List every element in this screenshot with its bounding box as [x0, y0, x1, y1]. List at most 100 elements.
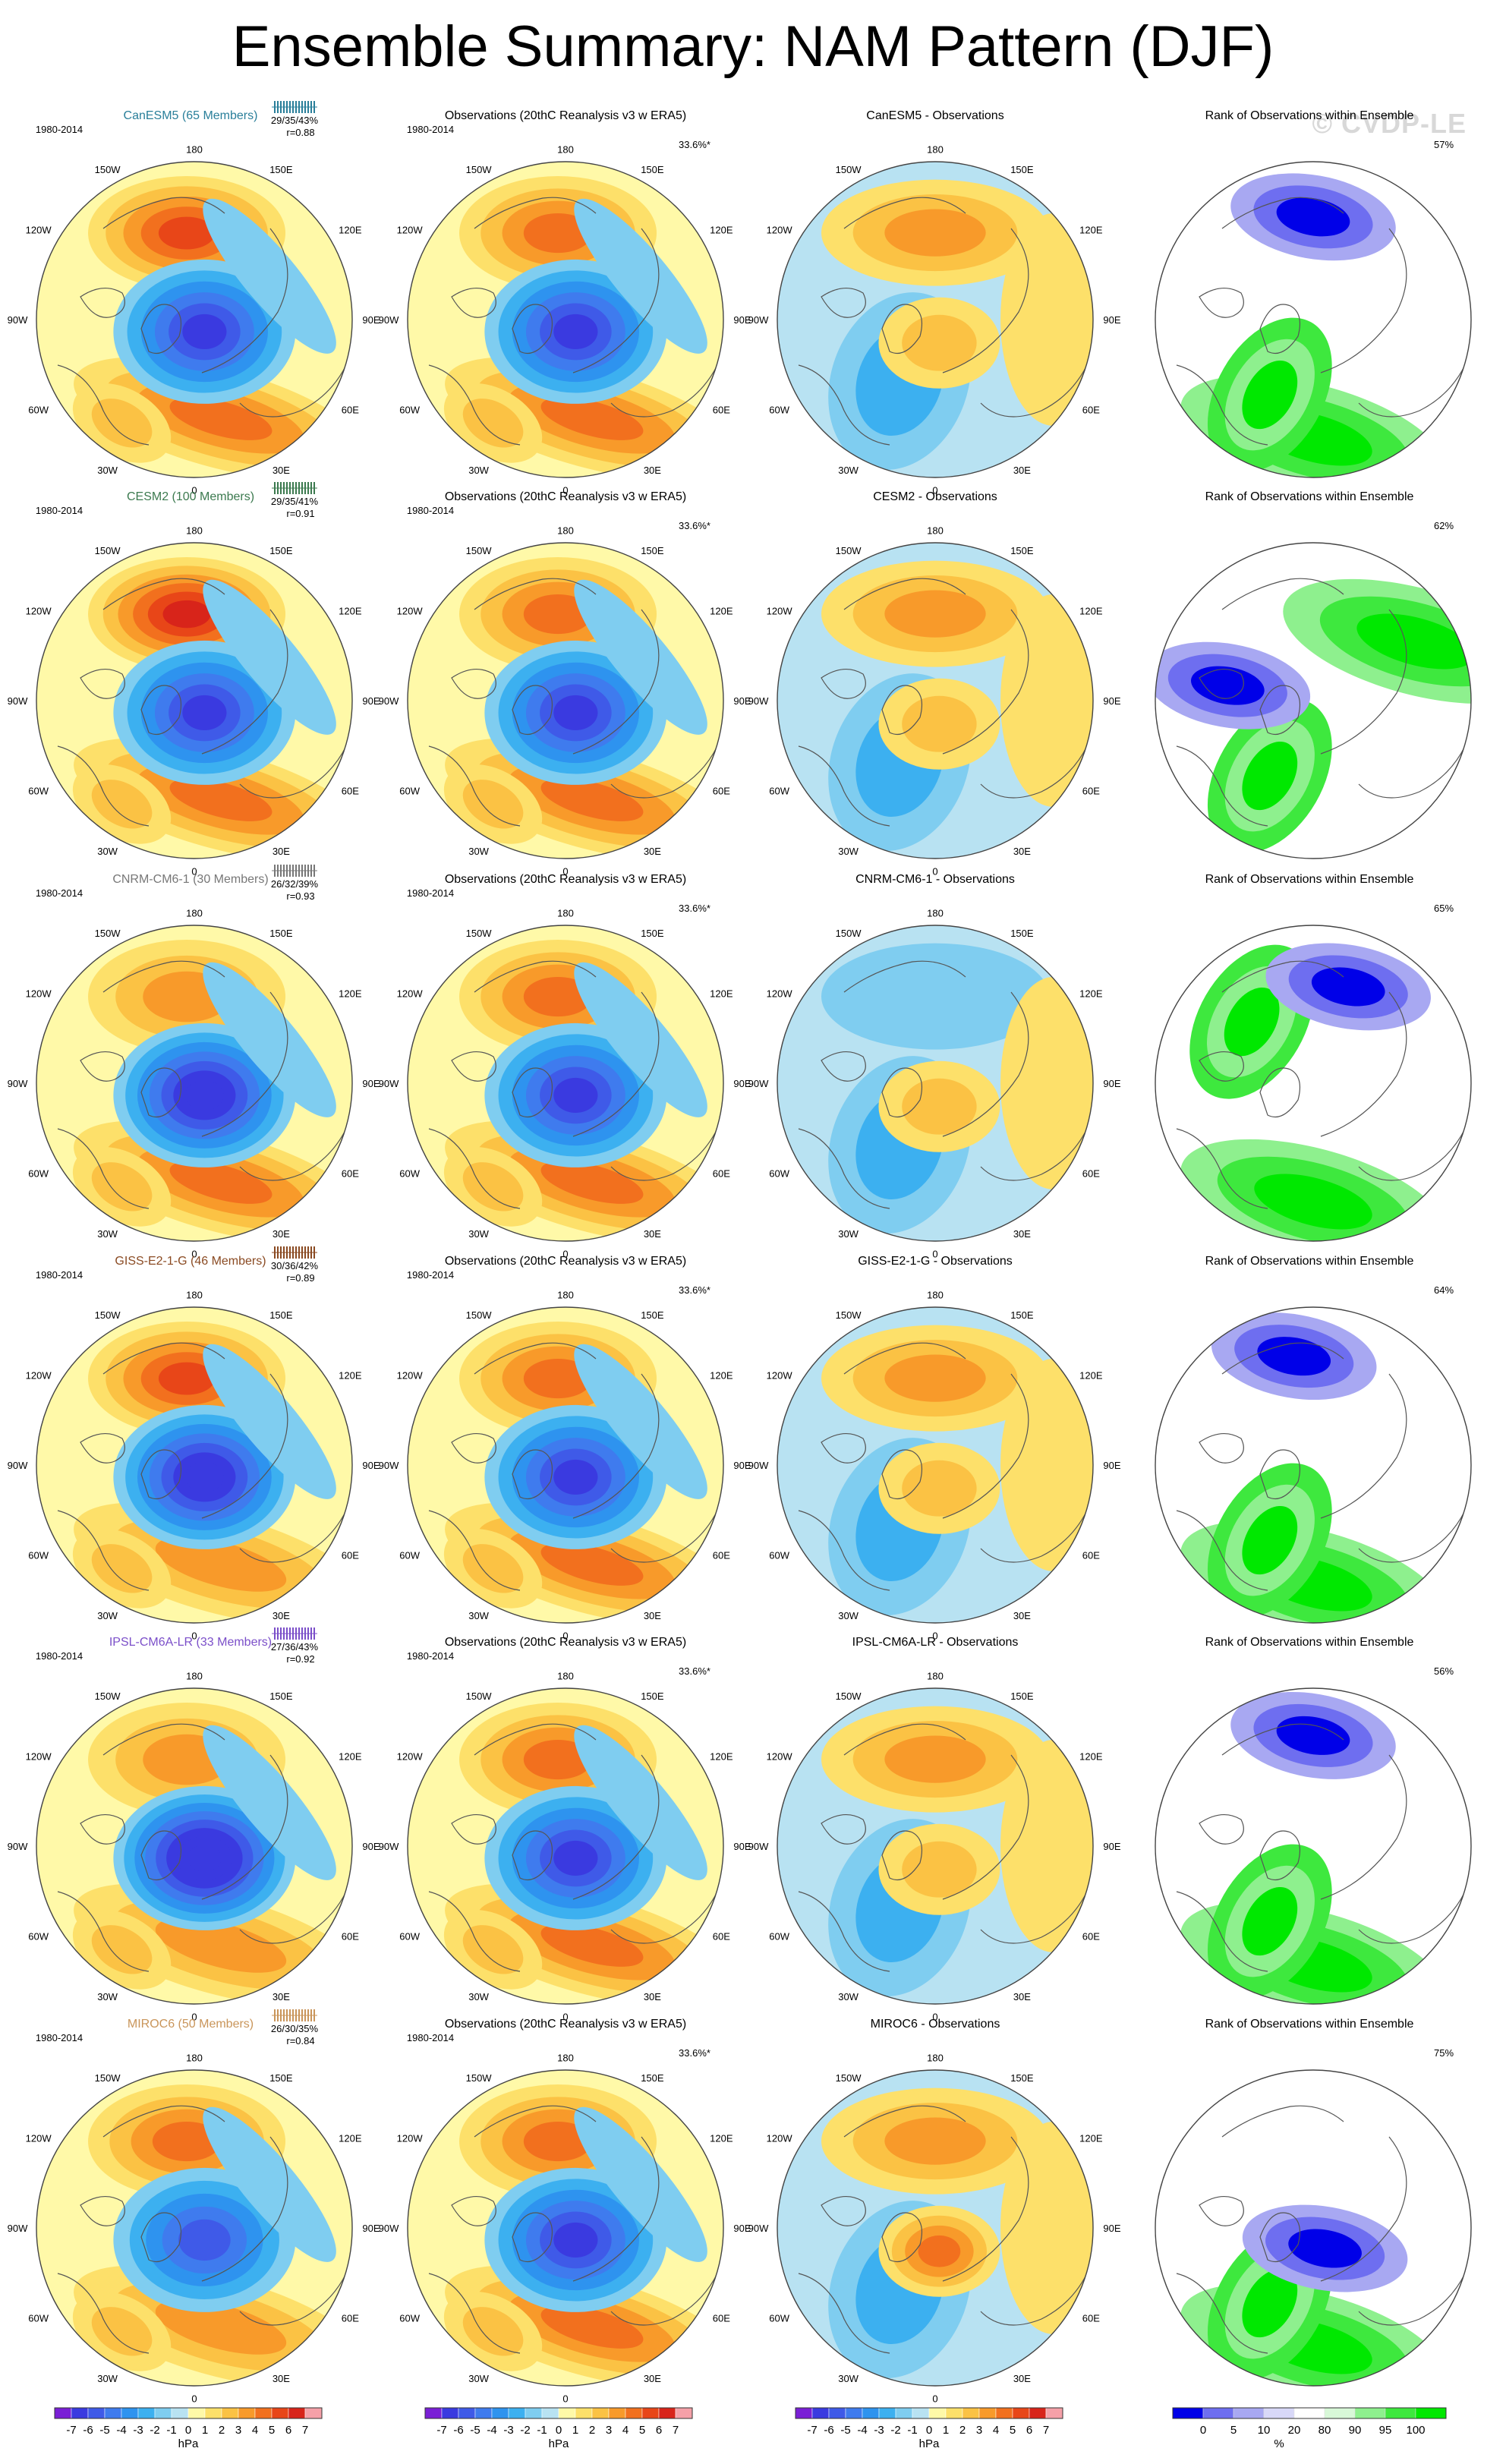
- longitude-label: 120E: [1079, 605, 1103, 616]
- longitude-label: 30E: [644, 846, 661, 857]
- diff-central-anomaly: [918, 2235, 961, 2267]
- longitude-label: 150W: [836, 164, 862, 175]
- coastline: [428, 364, 521, 446]
- period-label: 1980-2014: [407, 1269, 454, 1281]
- longitude-label: 120W: [26, 988, 52, 999]
- diff-pacific-anomaly: [821, 943, 1049, 1050]
- asia-low-tongue: [574, 2106, 707, 2262]
- rank-colorbar-swatch: [1324, 2407, 1356, 2419]
- map-border: [36, 542, 353, 859]
- diff-colorbar-swatch: [1045, 2407, 1063, 2419]
- longitude-label: 60W: [28, 786, 49, 797]
- longitude-label: 0: [562, 2012, 568, 2023]
- longitude-label: 60W: [769, 2313, 789, 2324]
- coastline: [1259, 2212, 1300, 2263]
- longitude-label: 120E: [1079, 1369, 1103, 1381]
- longitude-label: 90W: [379, 2223, 399, 2234]
- longitude-label: 120E: [710, 224, 733, 235]
- coastline: [512, 685, 553, 736]
- longitude-label: 30W: [838, 465, 859, 476]
- longitude-label: 120E: [1079, 224, 1103, 235]
- longitude-label: 120E: [710, 2132, 733, 2144]
- longitude-label: 150E: [269, 1309, 293, 1321]
- map-border: [1155, 925, 1472, 1242]
- atlantic-high: [169, 1161, 273, 1204]
- map-border: [36, 1687, 353, 2005]
- coastline: [1358, 1891, 1466, 1944]
- obs-variance-pct: 33.6%*: [679, 139, 710, 150]
- obs-colorbar-swatch: [508, 2407, 526, 2419]
- atlantic-high: [540, 397, 644, 440]
- atlantic-high: [540, 778, 644, 821]
- diff-colorbar-tick: -1: [907, 2424, 917, 2437]
- rank-colorbar-tick: 80: [1319, 2424, 1331, 2437]
- obs-colorbar-tick: -5: [470, 2424, 480, 2437]
- coastline: [843, 960, 966, 993]
- model-map-field: [36, 2070, 352, 2386]
- map-border: [407, 542, 724, 859]
- longitude-label: 120E: [339, 1750, 362, 1762]
- longitude-label: 90E: [1103, 1841, 1120, 1852]
- rank-colorbar-swatch: [1354, 2407, 1386, 2419]
- coastline: [798, 2273, 890, 2354]
- diff-pacific-anomaly: [884, 209, 986, 257]
- coastline: [451, 1814, 496, 1845]
- atlantic-west-high: [462, 399, 524, 448]
- longitude-label: 90W: [379, 1841, 399, 1852]
- longitude-label: 90W: [748, 1460, 769, 1471]
- obs-colorbar-swatch: [458, 2407, 476, 2419]
- coastline: [798, 364, 890, 446]
- diff-asia-anomaly: [1000, 1359, 1093, 1571]
- diff-map-field: [777, 1688, 1093, 2004]
- longitude-label: 60W: [769, 405, 789, 416]
- model-colorbar-tick: -5: [99, 2424, 109, 2437]
- coastline: [474, 960, 597, 993]
- atlantic-west-high: [91, 780, 153, 829]
- obs-colorbar-tick: -3: [503, 2424, 513, 2437]
- longitude-label: 90E: [362, 695, 380, 707]
- coastline: [102, 1342, 225, 1375]
- coastline: [201, 1373, 288, 1519]
- longitude-label: 30E: [644, 1610, 661, 1621]
- coastline: [201, 991, 288, 1137]
- rank-colorbar-tick: 20: [1288, 2424, 1301, 2437]
- obs-colorbar-tick: -4: [487, 2424, 496, 2437]
- longitude-label: 150W: [95, 545, 121, 556]
- pattern-correlation: r=0.93: [286, 890, 314, 902]
- longitude-label: 90W: [8, 2223, 28, 2234]
- longitude-label: 180: [186, 2052, 203, 2063]
- coastline: [80, 2196, 125, 2226]
- coastline: [102, 197, 225, 229]
- coastline: [428, 2273, 521, 2354]
- rank-colorbar-swatch: [1233, 2407, 1265, 2419]
- coastline: [80, 1051, 125, 1082]
- longitude-label: 180: [186, 1289, 203, 1300]
- longitude-label: 60W: [28, 1550, 49, 1561]
- diff-central-anomaly: [902, 314, 977, 371]
- model-colorbar-swatch: [187, 2407, 206, 2419]
- longitude-label: 0: [932, 1631, 937, 1642]
- longitude-label: 60E: [713, 1931, 730, 1943]
- longitude-label: 120W: [397, 1750, 424, 1762]
- obs-colorbar-tick: -2: [520, 2424, 530, 2437]
- longitude-label: 60W: [28, 1168, 49, 1180]
- model-title: MIROC6 (50 Members): [128, 2018, 254, 2031]
- obs-colorbar-tick: 1: [572, 2424, 578, 2437]
- longitude-label: 60W: [769, 1168, 789, 1180]
- coastline: [843, 578, 966, 610]
- longitude-label: 90E: [362, 1841, 380, 1852]
- coastline: [572, 228, 660, 373]
- longitude-label: 90W: [748, 1078, 769, 1089]
- longitude-label: 30E: [644, 2373, 661, 2384]
- longitude-label: 180: [927, 1670, 944, 1681]
- obs-variance-pct: 33.6%*: [679, 2047, 710, 2059]
- rank-colorbar-tick: 95: [1379, 2424, 1392, 2437]
- longitude-label: 120W: [397, 224, 424, 235]
- diff-colorbar-tick: -7: [807, 2424, 817, 2437]
- longitude-label: 30W: [97, 846, 118, 857]
- longitude-label: 150W: [95, 164, 121, 175]
- asia-low-tongue: [203, 198, 336, 354]
- model-colorbar-swatch: [104, 2407, 122, 2419]
- longitude-label: 30W: [97, 1610, 118, 1621]
- diff-colorbar-tick: 3: [976, 2424, 982, 2437]
